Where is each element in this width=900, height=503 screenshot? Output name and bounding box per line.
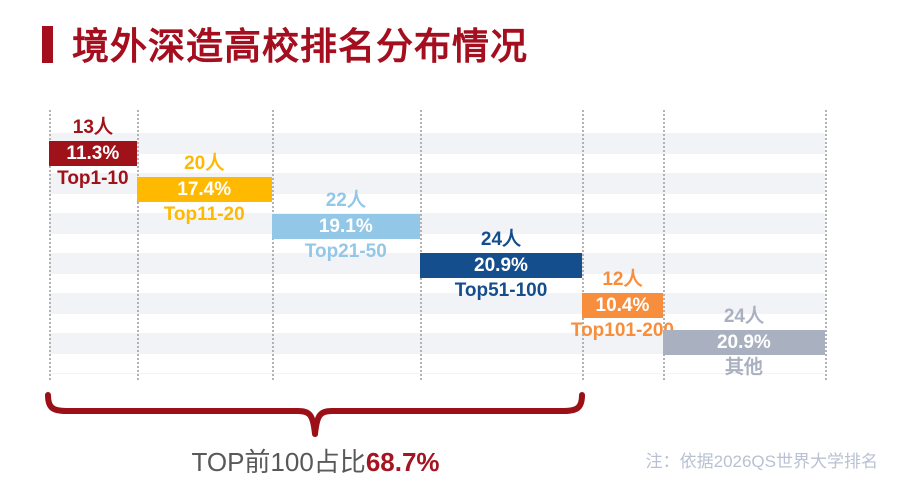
- column-gridline: [49, 110, 51, 380]
- bar-count-label: 13人: [72, 117, 113, 138]
- bar-group-Top51-100: 24人 20.9% Top51-100: [419, 227, 583, 305]
- bar-count-label: 24人: [480, 229, 522, 250]
- page-title: 境外深造高校排名分布情况: [72, 27, 528, 68]
- bar-count-label: 22人: [325, 190, 366, 211]
- bar-count-label: 24人: [723, 306, 764, 327]
- bar-group-Top101-200: 12人 10.4% Top101-200: [571, 267, 674, 345]
- column-gridline: [136, 110, 139, 380]
- bar-segment: 20.9%: [662, 330, 825, 355]
- top100-annotation: TOP前100占比68.7%: [49, 442, 582, 479]
- bar-range-label: Top21-50: [304, 241, 387, 262]
- bar-segment: 20.9%: [419, 253, 583, 278]
- annotation-prefix: TOP前100占比: [191, 447, 366, 477]
- top100-brace: [45, 392, 585, 437]
- bar-group-Top1-10: 13人 11.3% Top1-10: [49, 115, 137, 193]
- bar-count-label: 12人: [602, 269, 643, 290]
- title-marker-bar: [42, 26, 53, 63]
- bar-range-label: Top51-100: [454, 280, 548, 301]
- column-gridline: [582, 110, 585, 380]
- bar-range-label: 其他: [724, 357, 763, 378]
- bar-range-label: Top1-10: [57, 168, 129, 189]
- bar-count-label: 20人: [184, 153, 225, 174]
- annotation-value: 68.7%: [365, 447, 440, 477]
- column-gridline: [825, 110, 827, 380]
- column-gridline: [419, 110, 422, 380]
- bar-segment: 10.4%: [582, 293, 663, 318]
- source-note: 注：依据2026QS世界大学排名: [645, 452, 878, 471]
- column-gridline: [271, 110, 274, 380]
- bar-range-label: Top101-200: [570, 320, 675, 341]
- bar-segment: 11.3%: [49, 141, 137, 166]
- column-gridline: [662, 110, 665, 380]
- bar-segment: 19.1%: [271, 214, 420, 239]
- bar-group-其他: 24人 20.9% 其他: [662, 304, 825, 382]
- bar-group-Top11-20: 20人 17.4% Top11-20: [136, 151, 272, 229]
- bar-segment: 17.4%: [136, 177, 272, 202]
- bar-range-label: Top11-20: [163, 204, 245, 225]
- bar-group-Top21-50: 22人 19.1% Top21-50: [271, 188, 420, 266]
